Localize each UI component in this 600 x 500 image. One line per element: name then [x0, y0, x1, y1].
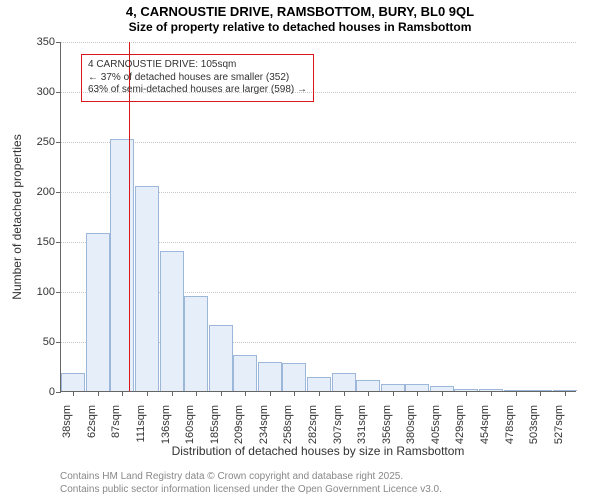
xtick-label: 185sqm	[209, 405, 221, 444]
ytick-label: 150	[37, 236, 61, 248]
xtick-mark	[196, 391, 197, 396]
histogram-bar	[86, 233, 110, 391]
xtick-label: 62sqm	[86, 405, 98, 438]
chart-subtitle: Size of property relative to detached ho…	[0, 20, 600, 34]
histogram-bar	[61, 373, 85, 391]
xtick-mark	[270, 391, 271, 396]
ytick-label: 350	[37, 36, 61, 48]
xtick-label: 38sqm	[61, 405, 73, 438]
xtick-mark	[245, 391, 246, 396]
xtick-label: 111sqm	[135, 405, 147, 443]
xtick-mark	[565, 391, 566, 396]
xtick-mark	[172, 391, 173, 396]
xtick-label: 454sqm	[479, 405, 491, 444]
histogram-bar	[160, 251, 184, 391]
xtick-label: 234sqm	[258, 405, 270, 444]
xtick-mark	[122, 391, 123, 396]
histogram-bar	[184, 296, 208, 391]
xtick-label: 405sqm	[430, 405, 442, 444]
ytick-label: 100	[37, 286, 61, 298]
gridline	[61, 142, 576, 143]
histogram-bar	[332, 373, 356, 391]
xtick-mark	[516, 391, 517, 396]
xtick-mark	[491, 391, 492, 396]
chart-title: 4, CARNOUSTIE DRIVE, RAMSBOTTOM, BURY, B…	[0, 4, 600, 19]
y-axis-label: Number of detached properties	[10, 134, 24, 299]
histogram-bar	[135, 186, 159, 391]
ytick-label: 50	[43, 336, 61, 348]
footer-line: Contains public sector information licen…	[60, 483, 442, 496]
xtick-label: 160sqm	[184, 405, 196, 444]
plot-area: 05010015020025030035038sqm62sqm87sqm111s…	[60, 42, 576, 392]
xtick-mark	[442, 391, 443, 396]
histogram-bar	[307, 377, 331, 391]
xtick-mark	[393, 391, 394, 396]
histogram-bar	[258, 362, 282, 391]
ytick-label: 200	[37, 186, 61, 198]
ytick-label: 300	[37, 86, 61, 98]
xtick-label: 209sqm	[233, 405, 245, 444]
xtick-label: 307sqm	[332, 405, 344, 444]
gridline	[61, 42, 576, 43]
xtick-label: 136sqm	[160, 405, 172, 444]
xtick-mark	[221, 391, 222, 396]
histogram-bar	[356, 380, 380, 391]
xtick-label: 527sqm	[553, 405, 565, 444]
xtick-mark	[344, 391, 345, 396]
ytick-label: 250	[37, 136, 61, 148]
xtick-label: 380sqm	[405, 405, 417, 444]
histogram-bar	[282, 363, 306, 391]
annotation-line: 4 CARNOUSTIE DRIVE: 105sqm	[88, 59, 307, 72]
xtick-label: 258sqm	[282, 405, 294, 444]
xtick-label: 478sqm	[504, 405, 516, 444]
xtick-mark	[540, 391, 541, 396]
xtick-label: 429sqm	[454, 405, 466, 444]
xtick-mark	[294, 391, 295, 396]
xtick-mark	[368, 391, 369, 396]
xtick-mark	[73, 391, 74, 396]
annotation-line: ← 37% of detached houses are smaller (35…	[88, 72, 307, 85]
footer-line: Contains HM Land Registry data © Crown c…	[60, 470, 442, 483]
xtick-mark	[319, 391, 320, 396]
xtick-label: 331sqm	[356, 405, 368, 444]
annotation-box: 4 CARNOUSTIE DRIVE: 105sqm ← 37% of deta…	[81, 54, 314, 102]
xtick-mark	[417, 391, 418, 396]
chart-container: 4, CARNOUSTIE DRIVE, RAMSBOTTOM, BURY, B…	[0, 0, 600, 500]
histogram-bar	[209, 325, 233, 391]
histogram-bar	[405, 384, 429, 391]
histogram-bar	[381, 384, 405, 391]
annotation-line: 63% of semi-detached houses are larger (…	[88, 84, 307, 97]
xtick-label: 356sqm	[381, 405, 393, 444]
xtick-label: 87sqm	[110, 405, 122, 438]
chart-footer: Contains HM Land Registry data © Crown c…	[60, 470, 442, 496]
x-axis-label: Distribution of detached houses by size …	[172, 444, 465, 458]
histogram-bar	[233, 355, 257, 391]
histogram-bar	[110, 139, 134, 391]
ytick-label: 0	[49, 386, 61, 398]
xtick-mark	[98, 391, 99, 396]
xtick-mark	[147, 391, 148, 396]
xtick-mark	[466, 391, 467, 396]
xtick-label: 282sqm	[307, 405, 319, 444]
xtick-label: 503sqm	[528, 405, 540, 444]
